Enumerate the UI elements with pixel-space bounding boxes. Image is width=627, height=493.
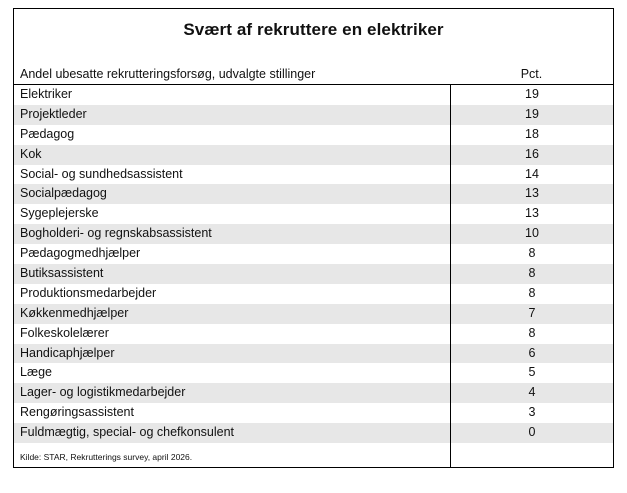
table-row: Sygeplejerske 13 — [14, 204, 613, 225]
row-value: 4 — [450, 383, 613, 404]
row-value: 10 — [450, 224, 613, 245]
table-row: Social- og sundhedsassistent 14 — [14, 164, 613, 185]
table-row: Projektleder 19 — [14, 104, 613, 125]
table-row: Bogholderi- og regnskabsassistent 10 — [14, 224, 613, 245]
table-footer-row: Kilde: STAR, Rekrutterings survey, april… — [14, 443, 613, 467]
row-label: Fuldmægtig, special- og chefkonsulent — [20, 425, 235, 440]
row-label: Pædagogmedhjælper — [20, 246, 141, 261]
row-label: Bogholderi- og regnskabsassistent — [20, 226, 212, 241]
row-value: 5 — [450, 363, 613, 384]
row-value: 19 — [450, 104, 613, 125]
table-row: Læge 5 — [14, 363, 613, 384]
table-row: Pædagogmedhjælper 8 — [14, 244, 613, 265]
footer-empty-cell — [450, 443, 613, 467]
row-label: Social- og sundhedsassistent — [20, 166, 183, 181]
row-value: 6 — [450, 343, 613, 364]
table-row: Socialpædagog 13 — [14, 184, 613, 205]
row-label: Lager- og logistikmedarbejder — [20, 385, 186, 400]
table-row: Pædagog 18 — [14, 124, 613, 145]
table-row: Kok 16 — [14, 144, 613, 165]
row-label: Produktionsmedarbejder — [20, 285, 157, 300]
table-row: Folkeskolelærer 8 — [14, 323, 613, 344]
row-value: 18 — [450, 124, 613, 145]
table-row: Handicaphjælper 6 — [14, 343, 613, 364]
source-note: Kilde: STAR, Rekrutterings survey, april… — [20, 452, 193, 462]
row-label: Elektriker — [20, 87, 73, 101]
header-label: Andel ubesatte rekrutteringsforsøg, udva… — [20, 67, 316, 81]
row-label: Socialpædagog — [20, 186, 107, 201]
row-label: Projektleder — [20, 106, 87, 121]
row-label: Handicaphjælper — [20, 345, 115, 360]
row-value: 13 — [450, 184, 613, 205]
row-value: 13 — [450, 204, 613, 225]
figure-title: Svært af rekruttere en elektriker — [183, 20, 444, 39]
table-row: Lager- og logistikmedarbejder 4 — [14, 383, 613, 404]
row-label: Køkkenmedhjælper — [20, 305, 129, 320]
table-body: Elektriker 19 Projektleder 19 Pædagog 18… — [14, 85, 613, 444]
table-row: Rengøringsassistent 3 — [14, 403, 613, 424]
row-label: Folkeskolelærer — [20, 325, 109, 340]
table-row: Produktionsmedarbejder 8 — [14, 283, 613, 304]
row-value: 16 — [450, 144, 613, 165]
table-row: Fuldmægtig, special- og chefkonsulent 0 — [14, 423, 613, 444]
row-value: 3 — [450, 403, 613, 424]
row-label: Læge — [20, 365, 52, 380]
row-value: 8 — [450, 283, 613, 304]
table-figure: Svært af rekruttere en elektriker Andel … — [13, 8, 614, 468]
table-row: Køkkenmedhjælper 7 — [14, 303, 613, 324]
row-label: Rengøringsassistent — [20, 405, 134, 420]
table-row: Butiksassistent 8 — [14, 264, 613, 284]
row-value: 8 — [450, 264, 613, 284]
row-label: Pædagog — [20, 126, 75, 141]
row-value: 8 — [450, 244, 613, 265]
header-pct-label: Pct. — [520, 67, 543, 81]
row-value: 8 — [450, 323, 613, 344]
row-label: Kok — [20, 146, 42, 161]
table-header-row: Andel ubesatte rekrutteringsforsøg, udva… — [14, 58, 613, 85]
table-row: Elektriker 19 — [14, 85, 613, 105]
row-label: Butiksassistent — [20, 266, 104, 281]
row-label: Sygeplejerske — [20, 206, 99, 221]
row-value: 14 — [450, 164, 613, 185]
row-value: 19 — [450, 85, 613, 105]
row-value: 0 — [450, 423, 613, 444]
row-value: 7 — [450, 303, 613, 324]
